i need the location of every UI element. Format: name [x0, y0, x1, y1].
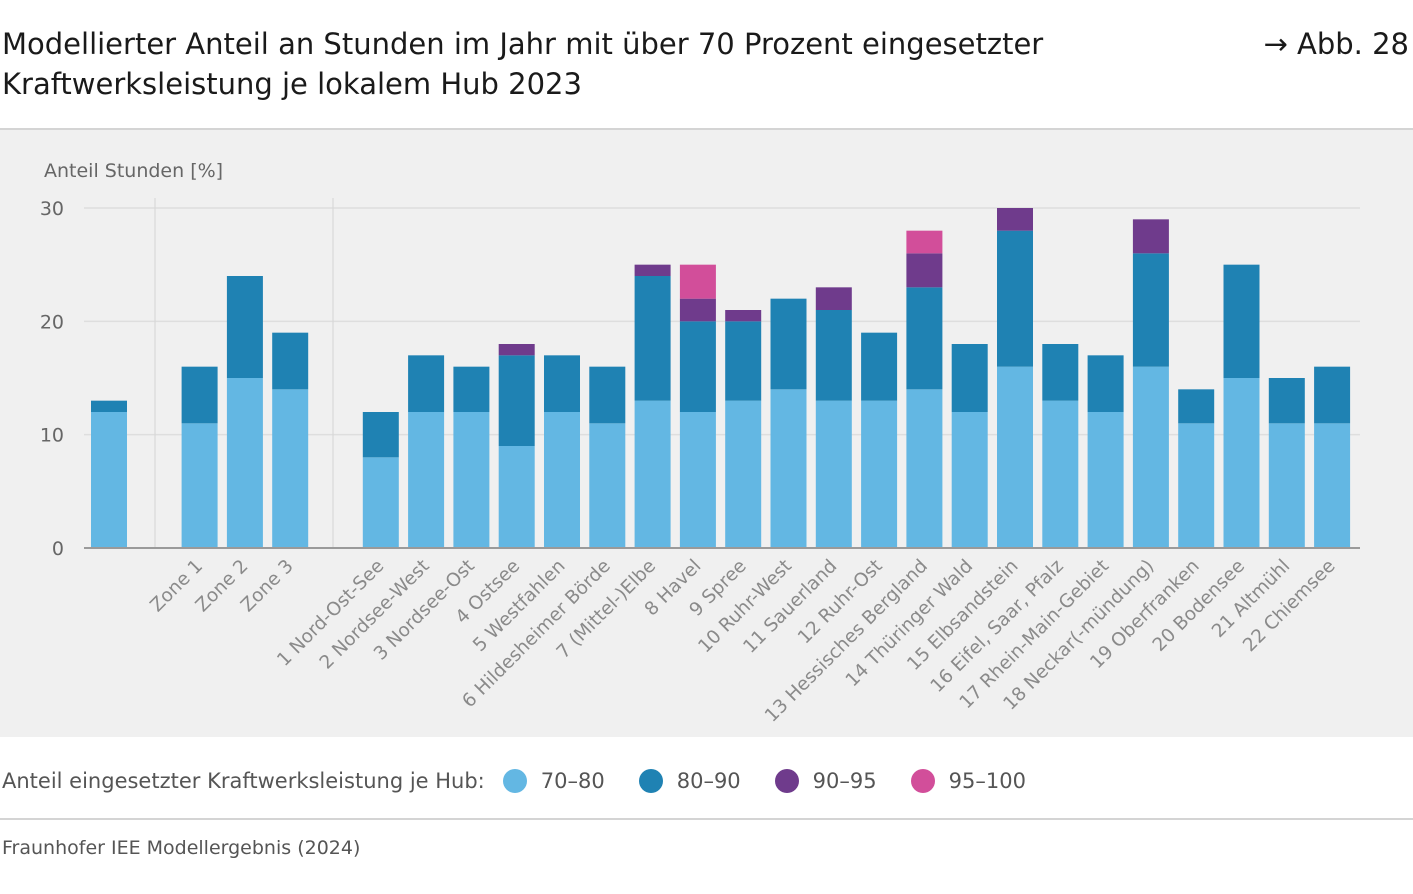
bar-segment: [498, 446, 535, 548]
y-tick-label: 20: [40, 311, 64, 333]
bar-segment: [91, 412, 127, 548]
bar-segment: [1314, 366, 1351, 424]
bar-segment: [1178, 423, 1215, 548]
bar-segment: [544, 355, 580, 412]
legend-label-95-100: 95–100: [948, 769, 1026, 793]
bar-segment: [1042, 344, 1079, 401]
bar-segment: [453, 412, 490, 548]
bar-segment: [181, 366, 218, 424]
bar-segment: [634, 276, 671, 401]
bar-segment: [906, 230, 943, 254]
bar-segment: [589, 423, 626, 548]
y-axis-title: Anteil Stunden [%]: [44, 160, 223, 182]
legend-swatch-80-90: [638, 769, 663, 793]
bar-segment: [725, 400, 762, 548]
legend-item-95-100: 95–100: [910, 769, 1026, 793]
legend: Anteil eingesetzter Kraftwerksleistung j…: [2, 766, 1060, 796]
bar-segment: [679, 321, 716, 412]
bar-segment: [362, 412, 399, 458]
bar-segment: [91, 400, 127, 412]
bar-segment: [181, 423, 218, 548]
bar-segment: [498, 344, 535, 356]
bottom-divider: [0, 818, 1413, 820]
bar-segment: [1268, 378, 1305, 424]
bar-segment: [906, 287, 943, 390]
bar-segment: [679, 298, 716, 322]
bar-segment: [272, 389, 309, 548]
bar-segment: [815, 310, 852, 401]
top-divider: [0, 128, 1413, 130]
legend-title: Anteil eingesetzter Kraftwerksleistung j…: [2, 769, 485, 793]
bar-segment: [226, 276, 263, 378]
bar-segment: [997, 208, 1033, 231]
bar-segment: [1223, 264, 1260, 378]
bar-segment: [679, 264, 716, 299]
bar-segment: [951, 344, 988, 412]
legend-swatch-95-100: [910, 769, 935, 793]
bar-segment: [498, 355, 535, 446]
bar-segment: [951, 412, 988, 548]
legend-label-70-80: 70–80: [540, 769, 605, 793]
bar-segment: [1132, 253, 1169, 367]
chart-title: Modellierter Anteil an Stunden im Jahr m…: [2, 27, 1044, 101]
bar-segment: [815, 400, 852, 548]
source-note: Fraunhofer IEE Modellergebnis (2024): [2, 837, 361, 859]
bar-segment: [1087, 412, 1124, 548]
bar-segment: [1042, 400, 1079, 548]
y-tick-label: 30: [40, 198, 64, 220]
bar-segment: [997, 230, 1033, 367]
legend-item-90-95: 90–95: [774, 769, 877, 793]
bar-segment: [815, 287, 852, 310]
bar-segment: [997, 366, 1033, 548]
figure-reference: → Abb. 28: [1263, 27, 1409, 61]
legend-swatch-90-95: [774, 769, 799, 793]
bar-segment: [634, 264, 671, 276]
bar-segment: [725, 321, 762, 401]
bar-segment: [589, 366, 626, 424]
bar-segment: [906, 389, 943, 548]
y-tick-label: 0: [52, 538, 64, 560]
bar-segment: [861, 400, 898, 548]
bar-segment: [1132, 219, 1169, 254]
bar-segment: [770, 389, 807, 548]
legend-item-70-80: 70–80: [502, 769, 605, 793]
bar-segment: [408, 355, 445, 412]
bar-segment: [453, 366, 490, 412]
bar-segment: [770, 298, 807, 390]
bar-segment: [226, 378, 263, 548]
y-tick-label: 10: [40, 425, 64, 447]
bar-segment: [634, 400, 671, 548]
bar-segment: [906, 253, 943, 288]
bar-segment: [272, 332, 309, 390]
bar-segment: [1132, 366, 1169, 548]
legend-swatch-70-80: [502, 769, 527, 793]
bar-segment: [1314, 423, 1351, 548]
bar-segment: [362, 457, 399, 548]
bar-segment: [544, 412, 580, 548]
legend-label-90-95: 90–95: [812, 769, 877, 793]
bar-segment: [1087, 355, 1124, 412]
bar-segment: [725, 310, 762, 322]
chart-panel: Anteil Stunden [%] 0 10 20 30 Zone 1 Zone 2 Zon…: [0, 130, 1413, 737]
legend-label-80-90: 80–90: [676, 769, 741, 793]
bar-segment: [408, 412, 445, 548]
bar-segment: [1223, 378, 1260, 548]
legend-item-80-90: 80–90: [638, 769, 741, 793]
bar-segment: [679, 412, 716, 548]
bar-segment: [861, 332, 898, 401]
bar-segment: [1178, 389, 1215, 424]
bar-segment: [1268, 423, 1305, 548]
